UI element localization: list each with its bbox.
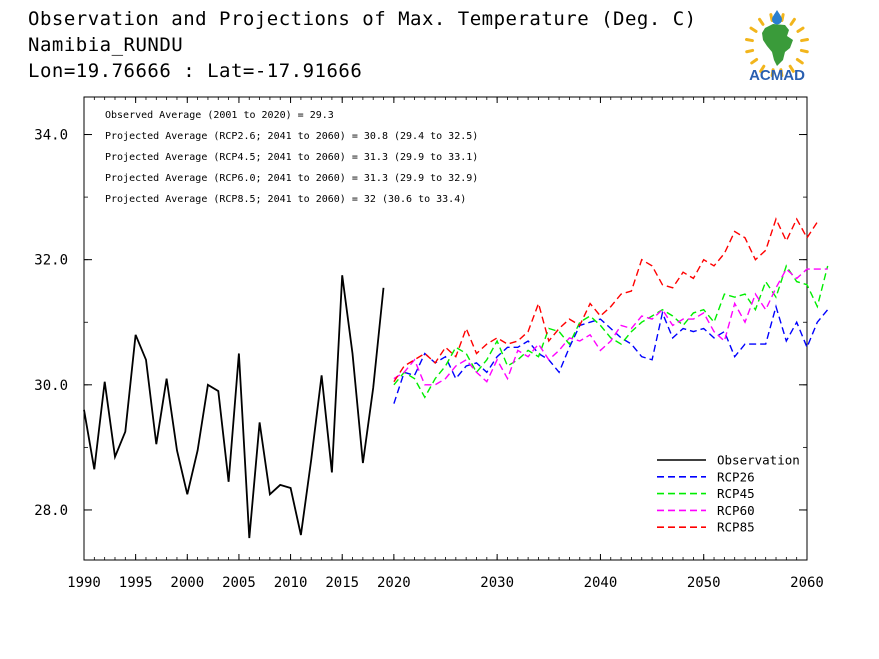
- chart-title: Observation and Projections of Max. Temp…: [28, 8, 697, 30]
- annotation-line: Projected Average (RCP8.5; 2041 to 2060)…: [105, 194, 466, 205]
- annotation-line: Projected Average (RCP2.6; 2041 to 2060)…: [105, 131, 478, 142]
- x-tick-label: 2020: [377, 575, 411, 591]
- acmad-logo: ACMAD: [744, 10, 810, 84]
- africa-map-icon: [762, 24, 793, 66]
- annotation-line: Projected Average (RCP6.0; 2041 to 2060)…: [105, 173, 478, 184]
- series-line-rcp60: [393, 267, 828, 386]
- x-tick-label: 2005: [222, 575, 256, 591]
- x-tick-label: 2010: [274, 575, 308, 591]
- x-tick-label: 2000: [170, 575, 204, 591]
- legend-label-observation: Observation: [717, 453, 800, 468]
- water-drop-icon: [772, 10, 782, 25]
- legend-label-rcp45: RCP45: [717, 486, 755, 501]
- y-tick-label: 30.0: [34, 378, 68, 394]
- series-line-rcp45: [393, 264, 829, 399]
- series-line-rcp85: [393, 217, 818, 383]
- x-tick-label: 2050: [687, 575, 721, 591]
- plot-frame: [83, 96, 808, 561]
- legend-label-rcp60: RCP60: [717, 503, 755, 518]
- logo-text: ACMAD: [749, 67, 805, 84]
- series-line-rcp26: [393, 304, 829, 404]
- legend-label-rcp85: RCP85: [717, 520, 755, 535]
- y-tick-label: 32.0: [34, 253, 68, 269]
- x-tick-label: 2040: [584, 575, 618, 591]
- x-tick-label: 1995: [119, 575, 153, 591]
- x-tick-label: 2030: [480, 575, 514, 591]
- location-coordinates: Lon=19.76666 : Lat=-17.91666: [28, 60, 363, 82]
- sun-rays-icon: [744, 13, 810, 78]
- location-name: Namibia_RUNDU: [28, 34, 184, 56]
- x-tick-label: 2060: [790, 575, 824, 591]
- y-tick-label: 34.0: [34, 128, 68, 144]
- annotation-line: Observed Average (2001 to 2020) = 29.3: [105, 110, 334, 121]
- x-tick-label: 2015: [325, 575, 359, 591]
- annotation-line: Projected Average (RCP4.5; 2041 to 2060)…: [105, 152, 478, 163]
- x-tick-label: 1990: [67, 575, 101, 591]
- series-line-observation: [83, 275, 385, 539]
- legend-label-rcp26: RCP26: [717, 469, 755, 484]
- y-tick-label: 28.0: [34, 503, 68, 519]
